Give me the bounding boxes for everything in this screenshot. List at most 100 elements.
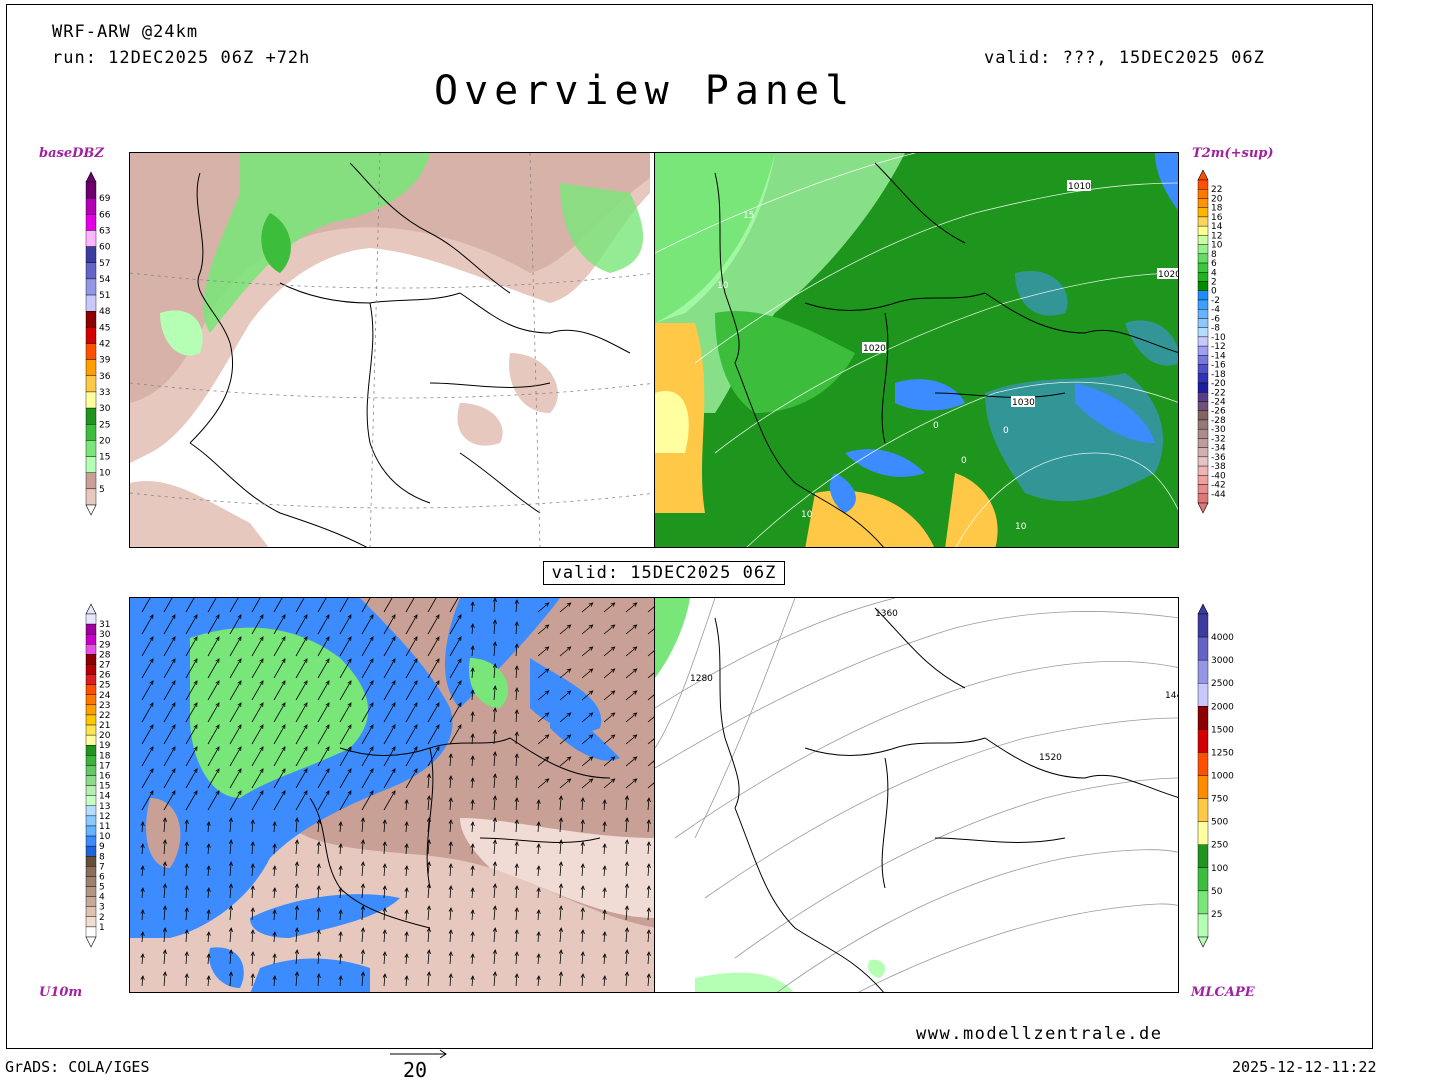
cape-legend-label: 2000 bbox=[1211, 702, 1234, 712]
colorbar-swatch bbox=[1198, 448, 1208, 457]
isotherm-label: 0 bbox=[1003, 426, 1009, 436]
cape-contour-label: 1520 bbox=[1039, 753, 1062, 763]
cape-contour-label: 1360 bbox=[875, 609, 898, 619]
reflectivity-legend-label: 54 bbox=[99, 275, 111, 285]
wind-legend-label: 16 bbox=[99, 772, 111, 782]
colorbar-swatch bbox=[1198, 300, 1208, 309]
wind-legend-label: 24 bbox=[99, 691, 111, 701]
isotherm-label: 0 bbox=[933, 421, 939, 431]
wind-legend-label: 20 bbox=[99, 731, 111, 741]
wind-legend-label: 9 bbox=[99, 842, 105, 852]
cape-legend-label: 1000 bbox=[1211, 772, 1234, 782]
colorbar-swatch bbox=[1198, 776, 1208, 799]
source-url: www.modellzentrale.de bbox=[916, 1024, 1162, 1044]
colorbar-swatch bbox=[86, 887, 96, 897]
colorbar-swatch bbox=[1198, 420, 1208, 429]
reflectivity-legend-label: 5 bbox=[99, 485, 105, 495]
vector-scale-value: 20 bbox=[403, 1058, 427, 1082]
colorbar-swatch bbox=[1198, 337, 1208, 346]
colorbar-swatch bbox=[1198, 226, 1208, 235]
colorbar-swatch bbox=[1198, 683, 1208, 706]
temperature-colorbar: 2220181614121086420-2-4-6-8-10-12-14-16-… bbox=[1192, 168, 1240, 518]
colorbar-swatch bbox=[1198, 208, 1208, 217]
colorbar-swatch bbox=[86, 675, 96, 685]
colorbar-swatch bbox=[86, 440, 96, 456]
colorbar-swatch bbox=[86, 624, 96, 634]
cape-legend-label: 100 bbox=[1211, 864, 1228, 874]
colorbar-swatch bbox=[1198, 752, 1208, 775]
cape-legend-label: 4000 bbox=[1211, 633, 1234, 643]
colorbar-swatch bbox=[86, 230, 96, 246]
temperature-map: 1010 1020 1020 1030 15 10 10 0 0 0 10 bbox=[654, 152, 1179, 548]
reflectivity-map bbox=[129, 152, 655, 548]
colorbar-swatch bbox=[1198, 914, 1208, 937]
reflectivity-label: baseDBZ bbox=[39, 146, 104, 161]
colorbar-swatch bbox=[1198, 189, 1208, 198]
reflectivity-legend-label: 48 bbox=[99, 307, 111, 317]
wind-legend-label: 22 bbox=[99, 711, 110, 721]
timestamp: 2025-12-12-11:22 bbox=[1232, 1058, 1377, 1076]
isotherm-label: 10 bbox=[717, 281, 729, 291]
colorbar-swatch bbox=[1198, 198, 1208, 207]
colorbar-swatch bbox=[86, 796, 96, 806]
wind-legend-label: 28 bbox=[99, 650, 111, 660]
colorbar-swatch bbox=[86, 664, 96, 674]
wind-legend-label: 10 bbox=[99, 832, 111, 842]
isobar-label: 1010 bbox=[1068, 182, 1091, 192]
reflectivity-legend-label: 33 bbox=[99, 388, 110, 398]
colorbar-swatch bbox=[86, 695, 96, 705]
colorbar-swatch bbox=[1198, 263, 1208, 272]
temperature-label: T2m(+sup) bbox=[1192, 146, 1274, 161]
isobar-label: 1030 bbox=[1012, 398, 1035, 408]
colorbar-swatch bbox=[86, 765, 96, 775]
isotherm-label: 10 bbox=[1015, 522, 1027, 532]
temperature-legend-label: -44 bbox=[1211, 490, 1226, 500]
wind-label: U10m bbox=[39, 985, 82, 1000]
reflectivity-legend-label: 30 bbox=[99, 404, 111, 414]
colorbar-swatch bbox=[1198, 318, 1208, 327]
page-title: Overview Panel bbox=[434, 68, 855, 114]
colorbar-swatch bbox=[86, 360, 96, 376]
reflectivity-legend-label: 60 bbox=[99, 243, 111, 253]
colorbar-swatch bbox=[1198, 706, 1208, 729]
wind-legend-label: 15 bbox=[99, 782, 110, 792]
cape-legend-label: 50 bbox=[1211, 887, 1223, 897]
wind-legend-label: 11 bbox=[99, 822, 110, 832]
colorbar-swatch bbox=[1198, 272, 1208, 281]
colorbar-swatch bbox=[1198, 891, 1208, 914]
wind-legend-label: 23 bbox=[99, 701, 110, 711]
colorbar-swatch bbox=[1198, 799, 1208, 822]
colorbar-swatch bbox=[86, 654, 96, 664]
wind-legend-label: 5 bbox=[99, 883, 105, 893]
wind-legend-label: 8 bbox=[99, 852, 105, 862]
isotherm-label: 15 bbox=[743, 211, 754, 221]
colorbar-swatch bbox=[86, 182, 96, 198]
reflectivity-legend-label: 25 bbox=[99, 420, 110, 430]
colorbar-swatch bbox=[86, 745, 96, 755]
wind-legend-label: 29 bbox=[99, 640, 111, 650]
colorbar-swatch bbox=[86, 247, 96, 263]
wind-legend-label: 27 bbox=[99, 660, 110, 670]
colorbar-swatch bbox=[1198, 660, 1208, 683]
reflectivity-legend-label: 63 bbox=[99, 226, 110, 236]
colorbar-swatch bbox=[1198, 475, 1208, 484]
colorbar-swatch bbox=[1198, 180, 1208, 189]
reflectivity-legend-label: 42 bbox=[99, 340, 110, 350]
colorbar-swatch bbox=[86, 473, 96, 489]
wind-legend-label: 3 bbox=[99, 903, 105, 913]
colorbar-swatch bbox=[1198, 392, 1208, 401]
reflectivity-legend-label: 69 bbox=[99, 194, 111, 204]
wind-colorbar: 3130292827262524232221201918171615141312… bbox=[80, 602, 120, 952]
colorbar-swatch bbox=[86, 836, 96, 846]
wind-legend-label: 7 bbox=[99, 862, 105, 872]
cape-colorbar: 4000300025002000150012501000750500250100… bbox=[1192, 602, 1248, 952]
cape-legend-label: 1250 bbox=[1211, 748, 1234, 758]
colorbar-swatch bbox=[1198, 845, 1208, 868]
colorbar-swatch bbox=[86, 705, 96, 715]
isobar-label: 1020 bbox=[863, 344, 886, 354]
colorbar-swatch bbox=[86, 816, 96, 826]
colorbar-swatch bbox=[86, 644, 96, 654]
colorbar-swatch bbox=[1198, 438, 1208, 447]
wind-map bbox=[129, 597, 655, 993]
colorbar-swatch bbox=[86, 715, 96, 725]
